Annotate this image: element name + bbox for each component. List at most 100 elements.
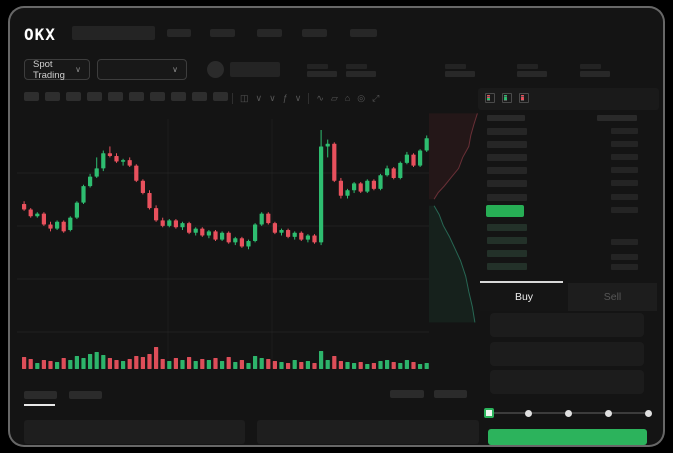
candle-style-icon[interactable]: ◫ (240, 92, 249, 103)
toolbar-chip-placeholder[interactable] (129, 92, 144, 101)
nav-item-placeholder[interactable] (302, 29, 327, 37)
volume-bar (88, 354, 93, 369)
orderbook-right-row[interactable] (611, 180, 638, 186)
candle (358, 183, 363, 192)
orderbook-right-row[interactable] (611, 154, 638, 160)
amount-input-placeholder[interactable] (490, 342, 644, 366)
slider-stop-dot[interactable] (565, 409, 572, 417)
orderbook-split-view-icon[interactable] (485, 93, 495, 103)
bottom-action-2[interactable] (434, 390, 467, 398)
chart-settings-icon[interactable]: ◎ (357, 92, 366, 103)
slider-stop-dot[interactable] (604, 409, 612, 417)
search-input[interactable] (72, 26, 155, 40)
orderbook-ask-row[interactable] (487, 141, 527, 148)
tab-buy-label: Buy (514, 291, 534, 303)
ticker-stat-label-placeholder (307, 64, 328, 69)
orderbook-ask-row[interactable] (487, 167, 527, 174)
orderbook-bid-row[interactable] (487, 237, 527, 244)
orderbook-asks-view-icon[interactable] (519, 93, 529, 103)
toolbar-chip-placeholder[interactable] (108, 92, 123, 101)
slider-stop-dot[interactable] (644, 409, 652, 417)
toolbar-chip-placeholder[interactable] (24, 92, 39, 101)
candle (41, 213, 46, 225)
price-input-placeholder[interactable] (490, 313, 644, 337)
candle (22, 203, 27, 210)
tab-sell-label: Sell (603, 291, 622, 303)
toolbar-chip-placeholder[interactable] (87, 92, 102, 101)
nav-item-placeholder[interactable] (350, 29, 377, 37)
orderbook-right-row[interactable] (611, 264, 638, 270)
slider-handle[interactable] (484, 408, 494, 418)
nav-item-placeholder[interactable] (257, 29, 282, 37)
volume-bar (55, 362, 60, 369)
tab-buy[interactable]: Buy (480, 283, 568, 311)
volume-bar (200, 359, 205, 369)
okx-logo: OKX (24, 25, 56, 44)
volume-bar (266, 359, 271, 369)
depth-asks-line (433, 113, 478, 200)
toolbar-chip-placeholder[interactable] (213, 92, 228, 101)
volume-bar (213, 358, 218, 369)
total-input-placeholder[interactable] (490, 370, 644, 394)
volume-bar (338, 361, 343, 369)
toolbar-chip-placeholder[interactable] (66, 92, 81, 101)
volume-bar (28, 359, 33, 369)
buy-submit-button[interactable] (488, 429, 647, 445)
candlestick-chart-canvas[interactable] (17, 109, 429, 371)
orderbook-bids-view-icon[interactable] (502, 93, 512, 103)
orderbook-ask-row[interactable] (487, 180, 527, 187)
indicators-dropdown-icon[interactable]: ∨ (294, 92, 302, 103)
candle (193, 228, 198, 233)
orderbook-right-row[interactable] (611, 254, 638, 260)
volume-bar (68, 360, 73, 369)
layers-icon[interactable]: ▱ (330, 92, 338, 103)
camera-icon[interactable]: ⌂ (344, 93, 351, 103)
orderbook-right-row[interactable] (611, 167, 638, 173)
bottom-tab-2[interactable] (69, 391, 102, 399)
orderbook-bid-row[interactable] (487, 224, 527, 231)
orderbook-bid-row[interactable] (487, 250, 527, 257)
orderbook-last-price-bar[interactable] (486, 205, 524, 217)
volume-bar (101, 355, 106, 369)
orderbook-ask-row[interactable] (487, 154, 527, 161)
nav-item-placeholder[interactable] (167, 29, 191, 37)
fullscreen-icon[interactable]: ⤢ (372, 92, 380, 103)
orderbook-ask-row[interactable] (487, 128, 527, 135)
tab-sell[interactable]: Sell (568, 283, 657, 311)
orderbook-right-header-placeholder (597, 115, 637, 121)
orderbook-right-row[interactable] (611, 128, 638, 134)
orderbook-right-row[interactable] (611, 239, 638, 245)
orderbook-ask-row[interactable] (487, 194, 527, 201)
pair-selector-dropdown[interactable]: ∨ (97, 59, 187, 80)
toolbar-chip-placeholder[interactable] (45, 92, 60, 101)
candle (187, 223, 192, 233)
depth-preview-canvas (429, 113, 478, 323)
candle (365, 180, 370, 192)
app-window: OKX Spot Trading ∨ ∨ ◫ ∨ ∨ ƒ ∨ ∿ ▱ ⌂ ◎ ⤢ Buy Sell (8, 6, 665, 447)
volume-bar (352, 363, 357, 369)
candle (352, 183, 357, 191)
candle-style-dropdown-icon[interactable]: ∨ (255, 92, 263, 103)
candle (246, 240, 251, 247)
toolbar-divider (232, 92, 233, 104)
orderbook-bid-row[interactable] (487, 263, 527, 270)
overlay-dropdown-icon[interactable]: ∨ (269, 92, 276, 103)
volume-bar (134, 356, 139, 369)
candle (200, 228, 205, 236)
market-type-dropdown[interactable]: Spot Trading ∨ (24, 59, 90, 81)
line-tool-icon[interactable]: ∿ (316, 92, 324, 103)
volume-bar (319, 351, 324, 369)
nav-item-placeholder[interactable] (210, 29, 235, 37)
orderbook-right-row[interactable] (611, 141, 638, 147)
orderbook-right-row[interactable] (611, 194, 638, 200)
toolbar-chip-placeholder[interactable] (192, 92, 207, 101)
toolbar-chip-placeholder[interactable] (150, 92, 165, 101)
slider-stop-dot[interactable] (525, 409, 533, 417)
volume-bar (292, 360, 297, 369)
indicators-icon[interactable]: ƒ (282, 93, 288, 103)
bottom-action-1[interactable] (390, 390, 424, 398)
orderbook-right-row[interactable] (611, 207, 638, 213)
volume-bar (325, 360, 330, 369)
toolbar-chip-placeholder[interactable] (171, 92, 186, 101)
bottom-tab-1[interactable] (24, 391, 57, 399)
